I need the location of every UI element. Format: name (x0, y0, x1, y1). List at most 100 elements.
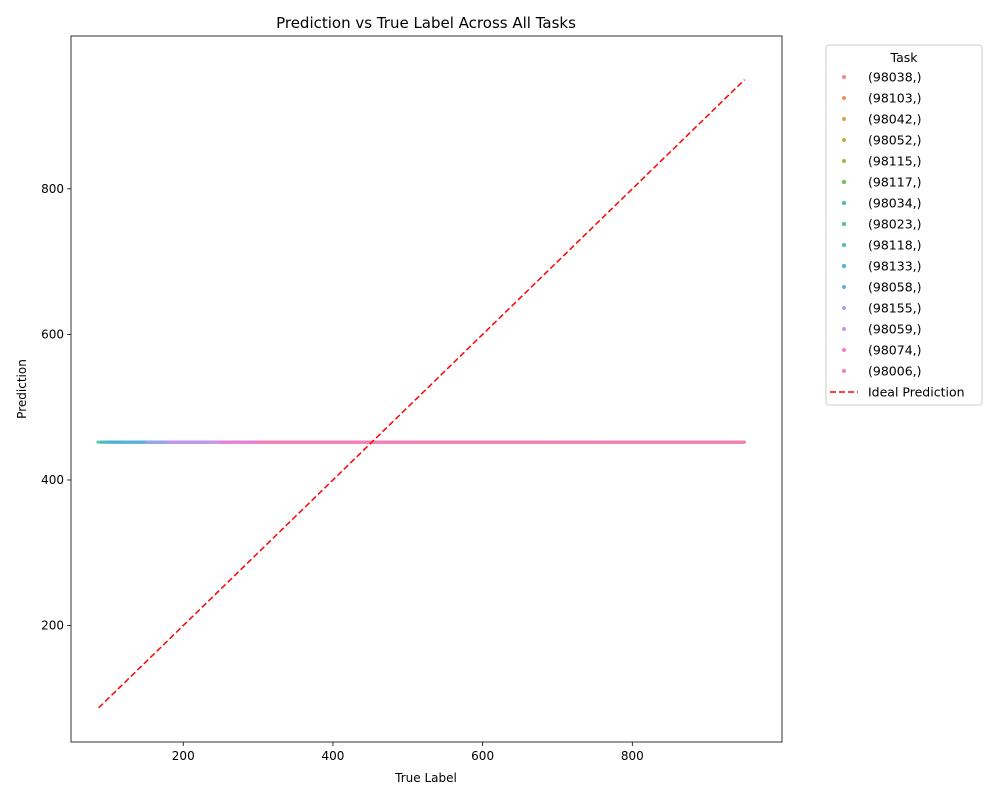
data-point (483, 440, 487, 444)
data-point (710, 440, 714, 444)
data-point (139, 440, 143, 444)
data-point (451, 440, 456, 444)
data-point (399, 440, 403, 444)
legend-label: (98115,) (868, 154, 922, 169)
data-point (516, 440, 520, 444)
data-point (468, 440, 472, 444)
legend-label: (98074,) (868, 343, 922, 358)
data-point (720, 440, 724, 444)
data-point (103, 440, 107, 444)
data-point (739, 440, 743, 444)
x-tick-label: 200 (172, 749, 195, 763)
data-point (626, 440, 631, 444)
data-point (576, 440, 580, 444)
legend-label: (98118,) (868, 238, 922, 253)
data-point (636, 440, 640, 444)
data-point (111, 440, 115, 444)
data-point (222, 440, 226, 444)
data-point (605, 440, 609, 444)
data-point (157, 440, 161, 444)
data-point (195, 440, 199, 444)
legend-marker (842, 96, 846, 100)
data-point (219, 440, 224, 444)
data-point (327, 440, 331, 444)
data-point (631, 440, 635, 444)
data-point (459, 440, 463, 444)
data-point (619, 440, 623, 444)
data-point (229, 440, 233, 444)
data-point (346, 440, 350, 444)
data-point (404, 440, 408, 444)
data-point (595, 440, 599, 444)
data-point (394, 440, 398, 444)
legend-marker (842, 327, 846, 331)
data-point (155, 440, 159, 444)
data-point (562, 440, 566, 444)
data-point (703, 440, 707, 444)
data-point (454, 440, 458, 444)
data-point (188, 440, 192, 444)
data-point (588, 440, 592, 444)
data-point (356, 440, 360, 444)
data-point (531, 440, 535, 444)
data-point (353, 440, 357, 444)
data-point (349, 440, 353, 444)
data-point (607, 440, 611, 444)
data-point (190, 440, 194, 444)
data-point (269, 440, 274, 444)
data-point (641, 440, 645, 444)
data-point (127, 440, 131, 444)
data-point (473, 440, 477, 444)
data-point (122, 440, 126, 444)
legend-marker (842, 201, 846, 205)
data-point (665, 440, 669, 444)
data-point (497, 440, 501, 444)
data-point (729, 440, 734, 444)
data-point (162, 440, 166, 444)
data-point (624, 440, 628, 444)
data-point (344, 440, 348, 444)
data-point (600, 440, 604, 444)
data-point (547, 440, 551, 444)
data-point (216, 440, 221, 444)
data-point (696, 440, 700, 444)
data-point (545, 440, 549, 444)
data-point (200, 440, 204, 444)
data-point (717, 440, 722, 444)
data-point (612, 440, 616, 444)
data-point (461, 440, 465, 444)
legend-label: (98133,) (868, 259, 922, 274)
data-point (375, 440, 379, 444)
data-point (272, 440, 276, 444)
data-point (437, 440, 441, 444)
legend-marker (842, 159, 846, 163)
data-point (701, 440, 705, 444)
data-point (557, 440, 561, 444)
data-point (118, 440, 122, 444)
legend-label: (98103,) (868, 91, 922, 106)
data-point (492, 440, 496, 444)
data-point (681, 440, 686, 444)
data-point (227, 440, 231, 444)
data-point (274, 440, 278, 444)
data-point (684, 440, 688, 444)
data-point (171, 440, 175, 444)
series-points (258, 440, 745, 444)
data-point (566, 440, 571, 444)
data-point (655, 440, 659, 444)
data-point (392, 440, 396, 444)
data-point (634, 440, 638, 444)
data-point (514, 440, 518, 444)
data-point (715, 440, 719, 444)
data-point (511, 440, 516, 444)
x-tick-label: 800 (621, 749, 644, 763)
legend-marker (842, 222, 846, 226)
data-point (543, 440, 547, 444)
data-point (339, 440, 343, 444)
data-point (243, 440, 247, 444)
y-tick-label: 400 (41, 473, 64, 487)
data-point (660, 440, 664, 444)
data-point (289, 440, 293, 444)
legend-marker (842, 264, 846, 268)
data-point (363, 440, 367, 444)
